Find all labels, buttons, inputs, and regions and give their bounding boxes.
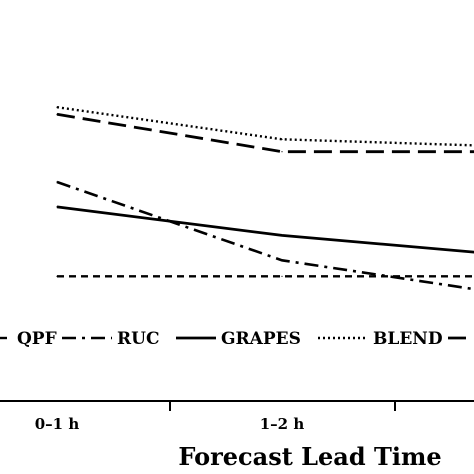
x-tick-layer: 0–1 h1–2 h2–3 h xyxy=(35,401,396,433)
legend: QPF RUC GRAPES BLEND xyxy=(0,329,474,349)
legend-label-grapes: GRAPES xyxy=(221,329,301,349)
series-layer xyxy=(56,106,474,291)
x-axis: 0–1 h1–2 h2–3 h xyxy=(0,400,474,433)
data-point-qpf-2 xyxy=(281,275,283,277)
x-tick-label-2: 1–2 h xyxy=(260,415,305,433)
legend-label-blend: BLEND xyxy=(373,329,443,349)
series-line-grapes xyxy=(56,205,474,254)
data-point-qpf-1 xyxy=(56,275,58,277)
data-point-ruc-1 xyxy=(56,181,58,183)
data-point-blend-2 xyxy=(281,138,283,140)
x-axis-title: Forecast Lead Time xyxy=(178,442,441,471)
data-point-blend-1 xyxy=(56,106,58,108)
legend-label-ruc: RUC xyxy=(117,329,159,349)
data-point-ruc-2 xyxy=(281,259,283,261)
x-tick-label-1: 0–1 h xyxy=(35,415,80,433)
data-point-grapes-2 xyxy=(281,234,283,236)
series-line-series-5 xyxy=(56,112,474,154)
data-point-series-5-1 xyxy=(56,113,58,115)
series-line-blend xyxy=(56,106,474,147)
data-point-series-5-2 xyxy=(281,151,283,153)
legend-label-qpf: QPF xyxy=(17,329,57,349)
data-point-grapes-1 xyxy=(56,206,58,208)
